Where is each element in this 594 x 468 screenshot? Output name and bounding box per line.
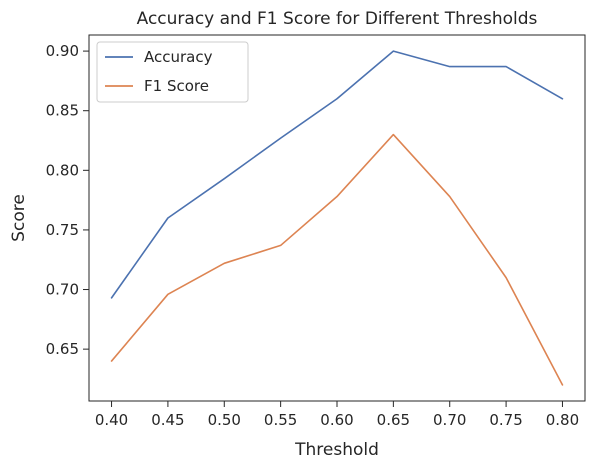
x-axis-label: Threshold [294, 440, 379, 460]
y-tick-label: 0.85 [46, 102, 79, 120]
y-tick-label: 0.80 [46, 161, 79, 179]
x-tick-label: 0.55 [264, 411, 297, 429]
legend-label: Accuracy [144, 48, 213, 66]
x-tick-label: 0.70 [433, 411, 466, 429]
x-tick-label: 0.75 [489, 411, 522, 429]
chart-title: Accuracy and F1 Score for Different Thre… [137, 9, 538, 29]
y-axis: 0.65 0.70 0.75 0.80 0.85 0.90 [46, 42, 89, 358]
series-layer [110, 50, 564, 386]
series-line-f1-score [110, 133, 564, 386]
y-tick-label: 0.70 [46, 281, 79, 299]
legend-box [96, 41, 249, 103]
x-axis: 0.40 0.45 0.50 0.55 0.60 0.65 0.70 0.75 0.80 [95, 401, 579, 429]
y-tick-label: 0.90 [46, 42, 79, 60]
x-tick-label: 0.40 [95, 411, 128, 429]
series-line-accuracy [110, 50, 564, 299]
x-tick-label: 0.60 [320, 411, 353, 429]
y-axis-label: Score [9, 194, 29, 242]
x-tick-label: 0.45 [151, 411, 184, 429]
x-tick-label: 0.50 [208, 411, 241, 429]
x-tick-label: 0.65 [377, 411, 410, 429]
y-tick-label: 0.75 [46, 221, 79, 239]
y-tick-label: 0.65 [46, 340, 79, 358]
legend: Accuracy F1 Score [96, 41, 249, 103]
legend-label: F1 Score [144, 77, 209, 95]
x-tick-label: 0.80 [546, 411, 579, 429]
